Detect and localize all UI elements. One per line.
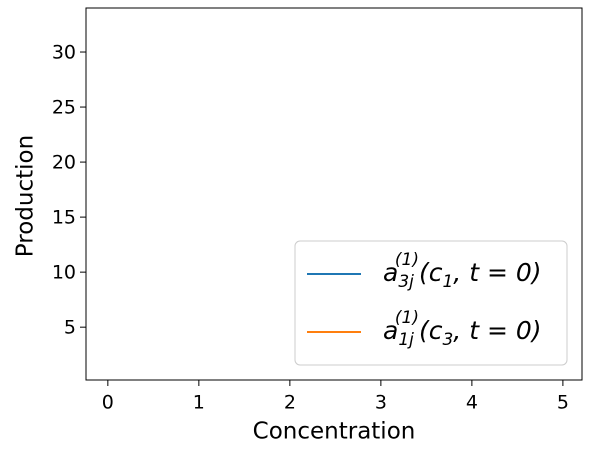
y-tick-label: 5: [64, 317, 76, 339]
x-tick-label: 5: [557, 392, 569, 414]
legend-label: a1j(1)(c3, t = 0): [383, 308, 542, 350]
y-tick-label: 30: [52, 42, 76, 64]
y-axis-label: Production: [13, 135, 39, 257]
x-tick-label: 0: [102, 392, 114, 414]
y-tick-label: 25: [52, 97, 76, 119]
x-tick-label: 3: [375, 392, 387, 414]
x-tick-label: 4: [466, 392, 478, 414]
legend-label: a3j(1)(c1, t = 0): [383, 250, 542, 292]
y-tick-label: 10: [52, 262, 76, 284]
y-tick-label: 15: [52, 207, 76, 229]
y-tick-label: 20: [52, 152, 76, 174]
x-axis-label: Concentration: [253, 419, 416, 445]
x-tick-label: 1: [193, 392, 205, 414]
x-tick-label: 2: [284, 392, 296, 414]
legend-box: [294, 240, 568, 366]
plot-frame: [85, 7, 583, 381]
